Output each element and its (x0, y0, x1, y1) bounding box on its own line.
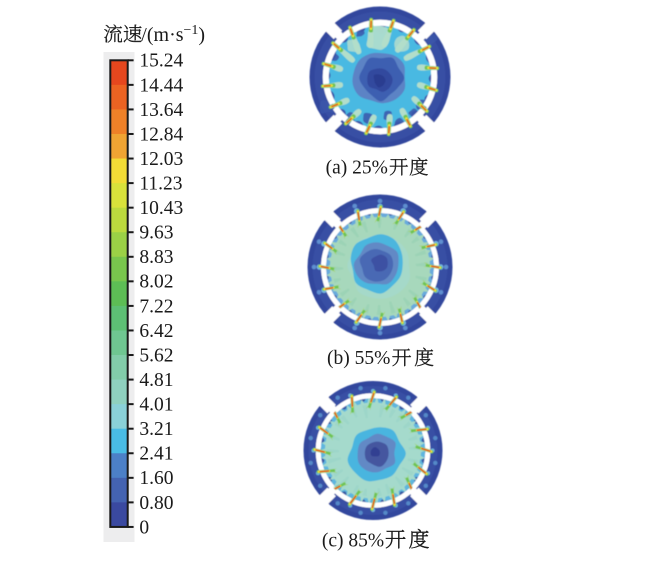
svg-text:5.62: 5.62 (139, 345, 173, 366)
svg-text:8.02: 8.02 (139, 272, 173, 293)
svg-text:8.83: 8.83 (139, 247, 173, 268)
svg-text:10.43: 10.43 (139, 198, 183, 219)
svg-text:(a) 25%: (a) 25% (326, 158, 388, 179)
svg-text:2.41: 2.41 (139, 444, 173, 465)
svg-text:1.60: 1.60 (139, 468, 173, 489)
svg-text:(b) 55%: (b) 55% (327, 348, 390, 369)
svg-text:11.23: 11.23 (139, 174, 182, 195)
svg-text:0: 0 (139, 517, 149, 538)
svg-text:14.44: 14.44 (139, 75, 183, 96)
svg-text:7.22: 7.22 (139, 296, 173, 317)
svg-text:4.01: 4.01 (139, 395, 173, 416)
svg-text:3.21: 3.21 (139, 419, 173, 440)
svg-text:6.42: 6.42 (139, 321, 173, 342)
svg-text:4.81: 4.81 (139, 370, 173, 391)
svg-text:15.24: 15.24 (139, 51, 183, 72)
svg-text:13.64: 13.64 (139, 100, 183, 121)
svg-text:9.63: 9.63 (139, 223, 173, 244)
svg-text:12.03: 12.03 (139, 149, 183, 170)
svg-text:12.84: 12.84 (139, 124, 183, 145)
svg-text:0.80: 0.80 (139, 493, 173, 514)
svg-text:(c) 85%: (c) 85% (322, 530, 384, 551)
